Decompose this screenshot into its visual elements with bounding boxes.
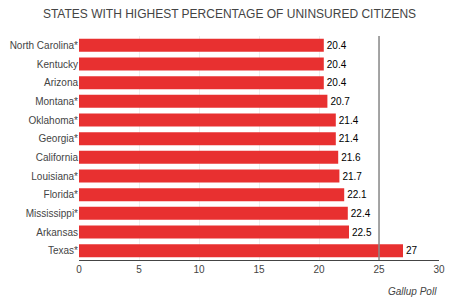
svg-text:Georgia*: Georgia*: [39, 133, 79, 144]
svg-text:30: 30: [433, 264, 445, 275]
svg-text:Texas*: Texas*: [48, 245, 78, 256]
svg-text:21.6: 21.6: [341, 152, 361, 163]
svg-text:22.4: 22.4: [351, 208, 371, 219]
svg-text:Gallup Poll: Gallup Poll: [388, 286, 437, 297]
svg-text:21.7: 21.7: [342, 171, 362, 182]
svg-text:Kentucky: Kentucky: [37, 59, 78, 70]
svg-text:20.4: 20.4: [327, 59, 347, 70]
svg-text:0: 0: [76, 264, 82, 275]
svg-text:Arizona: Arizona: [44, 77, 78, 88]
svg-text:20.4: 20.4: [327, 77, 347, 88]
svg-text:22.5: 22.5: [352, 227, 372, 238]
svg-text:Montana*: Montana*: [35, 96, 78, 107]
svg-text:20: 20: [313, 264, 325, 275]
svg-text:15: 15: [253, 264, 265, 275]
svg-text:Oklahoma*: Oklahoma*: [29, 115, 79, 126]
svg-text:20.4: 20.4: [327, 40, 347, 51]
svg-text:STATES WITH HIGHEST PERCENTAGE: STATES WITH HIGHEST PERCENTAGE OF UNINSU…: [43, 7, 416, 21]
svg-text:Arkansas: Arkansas: [36, 227, 78, 238]
svg-text:Florida*: Florida*: [44, 189, 79, 200]
svg-text:10: 10: [193, 264, 205, 275]
svg-text:20.7: 20.7: [330, 96, 350, 107]
svg-text:5: 5: [136, 264, 142, 275]
svg-text:North Carolina*: North Carolina*: [10, 40, 78, 51]
svg-text:22.1: 22.1: [347, 189, 367, 200]
svg-text:25: 25: [373, 264, 385, 275]
svg-text:Louisiana*: Louisiana*: [31, 171, 78, 182]
svg-text:27: 27: [406, 245, 418, 256]
svg-text:Mississippi*: Mississippi*: [26, 208, 78, 219]
svg-text:21.4: 21.4: [339, 133, 359, 144]
svg-text:California: California: [36, 152, 79, 163]
svg-text:21.4: 21.4: [339, 115, 359, 126]
